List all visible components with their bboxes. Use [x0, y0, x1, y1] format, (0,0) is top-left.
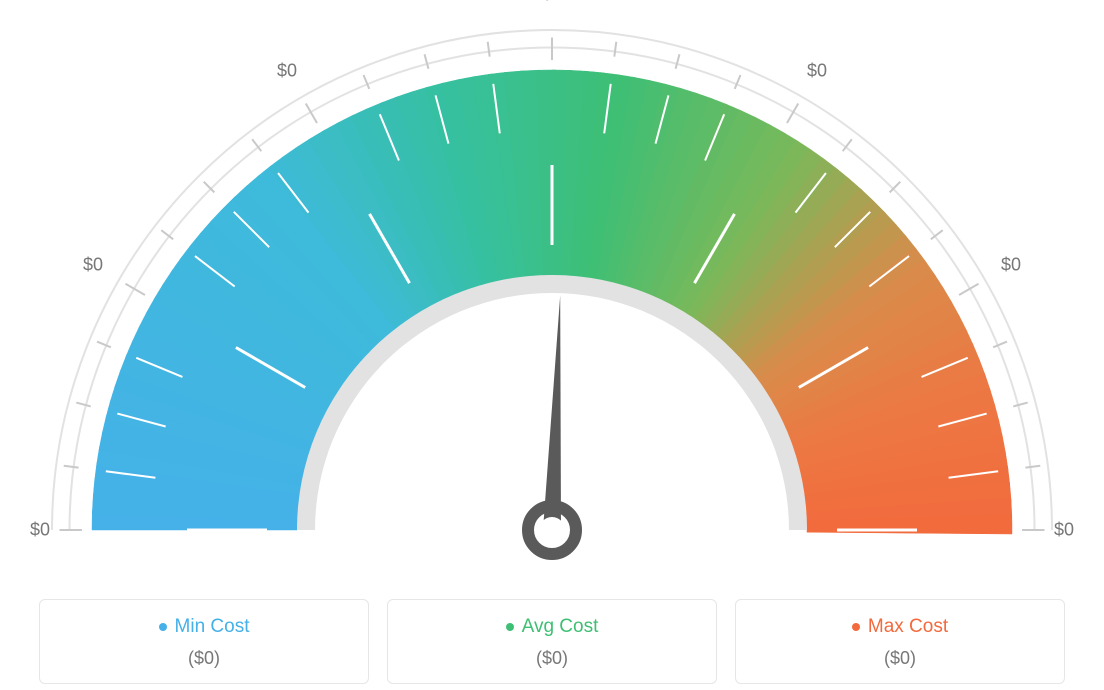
scale-label: $0 — [1054, 520, 1074, 541]
legend-label-text: Avg Cost — [522, 616, 599, 638]
legend-label-text: Max Cost — [868, 616, 948, 638]
scale-minor-tick — [97, 342, 111, 348]
legend-dot-icon — [852, 623, 860, 631]
legend-label-text: Min Cost — [175, 616, 250, 638]
scale-minor-tick — [614, 42, 616, 57]
legend-title-max: Max Cost — [852, 616, 948, 638]
scale-label: $0 — [1001, 255, 1021, 276]
legend-card-avg: Avg Cost ($0) — [387, 599, 717, 684]
legend-title-min: Min Cost — [159, 616, 250, 638]
legend-card-max: Max Cost ($0) — [735, 599, 1065, 684]
scale-minor-tick — [676, 54, 680, 68]
gauge-svg — [32, 0, 1072, 560]
scale-minor-tick — [1025, 466, 1040, 468]
legend-value-avg: ($0) — [398, 648, 706, 669]
legend-dot-icon — [506, 623, 514, 631]
legend-dot-icon — [159, 623, 167, 631]
scale-minor-tick — [735, 75, 741, 89]
legend-value-max: ($0) — [746, 648, 1054, 669]
legend-title-avg: Avg Cost — [506, 616, 599, 638]
scale-minor-tick — [488, 42, 490, 57]
gauge-needle — [543, 296, 561, 531]
gauge-hub-center — [539, 517, 565, 543]
scale-minor-tick — [364, 75, 370, 89]
scale-label: $0 — [277, 61, 297, 82]
scale-minor-tick — [76, 403, 90, 407]
gauge-chart: $0 $0 $0 $0 $0 $0 $0 — [32, 0, 1072, 560]
legend-row: Min Cost ($0) Avg Cost ($0) Max Cost ($0) — [0, 599, 1104, 684]
scale-minor-tick — [1013, 403, 1027, 407]
scale-label: $0 — [83, 255, 103, 276]
legend-card-min: Min Cost ($0) — [39, 599, 369, 684]
scale-label: $0 — [30, 520, 50, 541]
scale-label: $0 — [807, 61, 827, 82]
scale-minor-tick — [425, 54, 429, 68]
scale-label: $0 — [542, 0, 562, 5]
scale-minor-tick — [993, 342, 1007, 348]
legend-value-min: ($0) — [50, 648, 358, 669]
scale-minor-tick — [64, 466, 79, 468]
